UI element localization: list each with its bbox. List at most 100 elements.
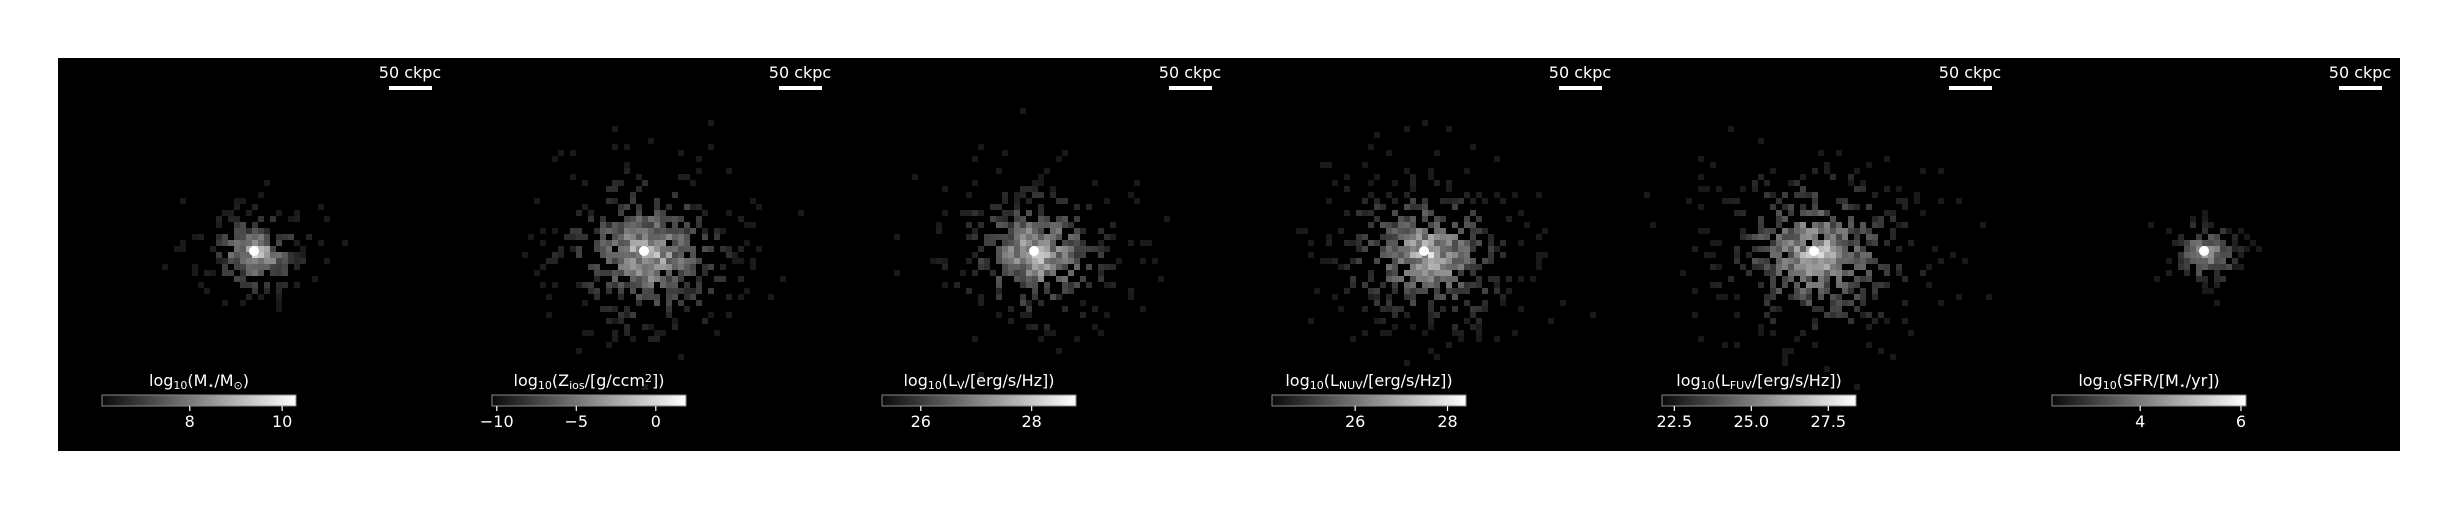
pixel (1782, 240, 1788, 246)
pixel (1398, 276, 1404, 282)
pixel (666, 288, 672, 294)
pixel (1770, 282, 1776, 288)
pixel (2196, 234, 2202, 240)
pixel (1356, 234, 1362, 240)
pixel (648, 246, 654, 252)
pixel (1410, 186, 1416, 192)
pixel (2172, 240, 2178, 246)
pixel (654, 300, 660, 306)
pixel (1848, 318, 1854, 324)
pixel (1458, 228, 1464, 234)
pixel (1380, 318, 1386, 324)
pixel (1764, 270, 1770, 276)
pixel (1104, 282, 1110, 288)
pixel (1026, 228, 1032, 234)
pixel (1026, 324, 1032, 330)
pixel (624, 306, 630, 312)
pixel (1830, 228, 1836, 234)
pixel (678, 264, 684, 270)
pixel (660, 240, 666, 246)
pixel (1368, 222, 1374, 228)
pixel (240, 300, 246, 306)
pixel (1458, 282, 1464, 288)
pixel (1698, 174, 1704, 180)
pixel (1776, 306, 1782, 312)
pixel (1050, 330, 1056, 336)
pixel (240, 246, 246, 252)
pixel (1386, 300, 1392, 306)
pixel (324, 258, 330, 264)
pixel (1350, 258, 1356, 264)
pixel (1758, 228, 1764, 234)
pixel (600, 222, 606, 228)
pixel (2202, 222, 2208, 228)
pixel (2202, 216, 2208, 222)
pixel (1068, 252, 1074, 258)
pixel (1788, 294, 1794, 300)
pixel (1806, 294, 1812, 300)
label-part: (L (942, 371, 957, 390)
pixel (936, 228, 942, 234)
pixel (1464, 222, 1470, 228)
pixel (1452, 330, 1458, 336)
pixel (612, 222, 618, 228)
pixel (1764, 258, 1770, 264)
pixel (258, 258, 264, 264)
pixel (1002, 234, 1008, 240)
pixel (678, 234, 684, 240)
pixel (1026, 198, 1032, 204)
pixel (294, 240, 300, 246)
pixel (1344, 264, 1350, 270)
pixel (1776, 258, 1782, 264)
pixel (1896, 222, 1902, 228)
pixel (1392, 240, 1398, 246)
pixel (714, 234, 720, 240)
pixel (1392, 288, 1398, 294)
pixel (1404, 204, 1410, 210)
pixel (234, 240, 240, 246)
pixel (2232, 264, 2238, 270)
pixel (1842, 240, 1848, 246)
pixel (690, 258, 696, 264)
pixel (642, 270, 648, 276)
pixel (1824, 252, 1830, 258)
pixel (1872, 258, 1878, 264)
pixel (1056, 348, 1062, 354)
pixel (618, 234, 624, 240)
pixel (276, 258, 282, 264)
pixel (1470, 228, 1476, 234)
pixel (1488, 246, 1494, 252)
pixel (606, 288, 612, 294)
pixel (726, 168, 732, 174)
pixel (1458, 336, 1464, 342)
pixel (1770, 264, 1776, 270)
pixel (1380, 204, 1386, 210)
pixel (600, 306, 606, 312)
pixel (1128, 192, 1134, 198)
pixel (1428, 300, 1434, 306)
pixel (534, 270, 540, 276)
pixel (1338, 306, 1344, 312)
pixel (990, 216, 996, 222)
pixel (246, 252, 252, 258)
pixel (630, 264, 636, 270)
pixel (2220, 276, 2226, 282)
pixel (1758, 174, 1764, 180)
pixel (1422, 282, 1428, 288)
pixel (1878, 216, 1884, 222)
pixel (1854, 240, 1860, 246)
pixel (1002, 270, 1008, 276)
pixel (246, 258, 252, 264)
pixel (768, 294, 774, 300)
pixel (996, 216, 1002, 222)
pixel (1098, 276, 1104, 282)
pixel (1008, 270, 1014, 276)
pixel (624, 246, 630, 252)
pixel (1788, 264, 1794, 270)
pixel (1902, 276, 1908, 282)
pixel (1518, 306, 1524, 312)
pixel (1812, 240, 1818, 246)
pixel (1896, 246, 1902, 252)
pixel (642, 240, 648, 246)
pixel (1806, 252, 1812, 258)
